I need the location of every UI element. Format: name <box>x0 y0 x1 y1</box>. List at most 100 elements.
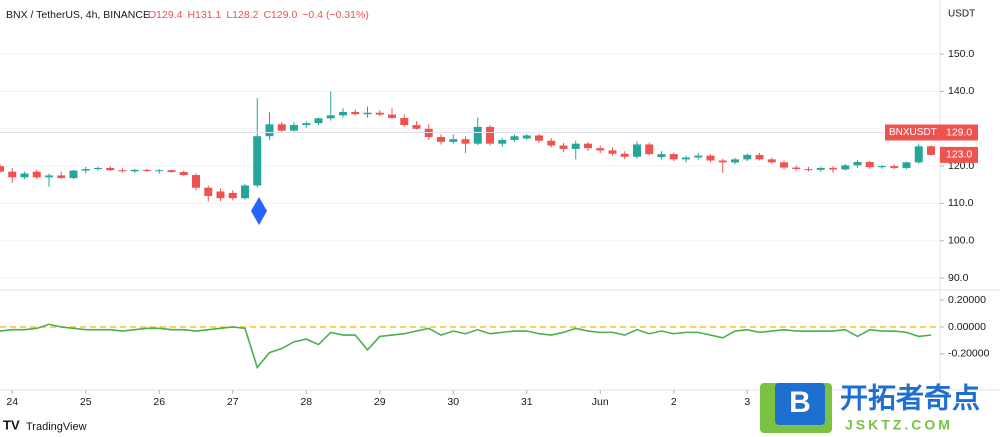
candle-body <box>522 135 531 139</box>
candle-body <box>155 170 164 172</box>
candle-body <box>179 172 188 176</box>
y-tick-label: 140.0 <box>948 85 974 97</box>
wm-logo-letter: B <box>789 386 811 419</box>
candle-body <box>731 159 739 163</box>
x-tick-label: 29 <box>374 396 386 408</box>
candle-body <box>559 145 568 149</box>
candle-body <box>767 159 776 163</box>
candle-body <box>339 111 347 116</box>
tag-name-bg <box>885 124 940 141</box>
tag-name: BNXUSDT <box>889 127 937 138</box>
candle-body <box>755 154 764 160</box>
candle-body <box>81 169 90 171</box>
candle-body <box>571 143 580 149</box>
x-tick-label: Jun <box>592 396 609 408</box>
wm-name: 开拓者奇点 <box>840 382 980 413</box>
candle-body <box>473 126 482 144</box>
candle-body <box>669 154 678 160</box>
signal-arrow <box>251 197 267 225</box>
candle-body <box>596 148 605 151</box>
candle-body <box>486 126 494 144</box>
change: −0.4 (−0.31%) <box>302 9 369 21</box>
wm-site: JSKTZ.COM <box>845 417 953 433</box>
candle-body <box>792 167 801 170</box>
candle-body <box>326 115 335 119</box>
candle-body <box>865 161 874 168</box>
y-tick-label: 100.0 <box>948 235 974 247</box>
candle-body <box>657 154 666 158</box>
candle-body <box>890 166 899 168</box>
candle-body <box>620 153 629 157</box>
candle-body <box>743 154 752 160</box>
candle-body <box>290 125 298 131</box>
candle-body <box>608 150 617 154</box>
candle-body <box>461 139 470 144</box>
wm-logo-box <box>775 383 825 425</box>
watermark: B 开拓者奇点 JSKTZ.COM <box>760 382 980 433</box>
candle-body <box>314 118 323 124</box>
candle-body <box>204 187 213 196</box>
candle-body <box>914 146 923 163</box>
candle-body <box>535 135 543 141</box>
indicator-line <box>0 323 932 370</box>
tv-name: TradingView <box>26 421 87 433</box>
x-tick-label: 25 <box>80 396 92 408</box>
candle-body <box>265 124 274 137</box>
x-tick-label: 26 <box>153 396 165 408</box>
candle-body <box>118 170 127 172</box>
price-tag-bg <box>940 146 978 163</box>
legend-header: BNX / TetherUS, 4h, BINANCE O129.4 H131.1… <box>6 9 369 21</box>
candle-body <box>780 162 788 168</box>
candle-body <box>20 173 29 178</box>
candle-body <box>694 155 703 158</box>
axis-unit: USDT <box>948 9 975 20</box>
x-tick-label: 2 <box>671 396 677 408</box>
candle-body <box>241 185 249 199</box>
ohlc-value: O129.4 <box>148 9 183 21</box>
candle-body <box>412 125 421 129</box>
candle-body <box>32 171 41 178</box>
x-tick-label: 31 <box>521 396 533 408</box>
candle-body <box>45 175 53 178</box>
candle-body <box>718 160 727 163</box>
candle-body <box>645 144 654 155</box>
candle-body <box>878 166 886 168</box>
candle-body <box>0 166 4 172</box>
candle-body <box>584 143 592 149</box>
candle-body <box>853 161 862 166</box>
candle-body <box>130 169 139 172</box>
candle-body <box>706 155 715 161</box>
candle-body <box>510 136 519 140</box>
candle-body <box>449 139 458 142</box>
y-tick-label: 110.0 <box>948 197 974 209</box>
tv-logo: TV <box>3 417 20 432</box>
candle-body <box>228 192 237 199</box>
candle-body <box>388 114 396 118</box>
candle-body <box>498 139 507 144</box>
candle-body <box>94 167 102 170</box>
x-tick-label: 30 <box>447 396 459 408</box>
y-tick-label: 90.0 <box>948 272 969 284</box>
candle-body <box>351 111 360 115</box>
price-tag: 129.0 <box>946 126 972 138</box>
ohlc-value: C129.0 <box>263 9 297 21</box>
candle-body <box>143 169 151 171</box>
x-tick-label: 27 <box>227 396 239 408</box>
candle-body <box>804 169 813 171</box>
candle-body <box>363 112 372 115</box>
symbol: BNX / TetherUS, 4h, BINANCE <box>6 9 150 21</box>
ohlc-value: H131.1 <box>187 9 221 21</box>
y-tick-label: -0.20000 <box>948 348 990 360</box>
candle-body <box>216 191 225 199</box>
candle-body <box>437 136 445 142</box>
candle-body <box>302 123 311 126</box>
branding: TV TradingView <box>3 417 87 432</box>
candle-body <box>192 175 200 188</box>
candle-body <box>816 167 825 170</box>
candle-body <box>375 112 384 115</box>
candle-body <box>829 167 837 170</box>
candle-body <box>682 157 690 160</box>
candle-body <box>277 124 286 131</box>
candle-body <box>167 170 176 173</box>
